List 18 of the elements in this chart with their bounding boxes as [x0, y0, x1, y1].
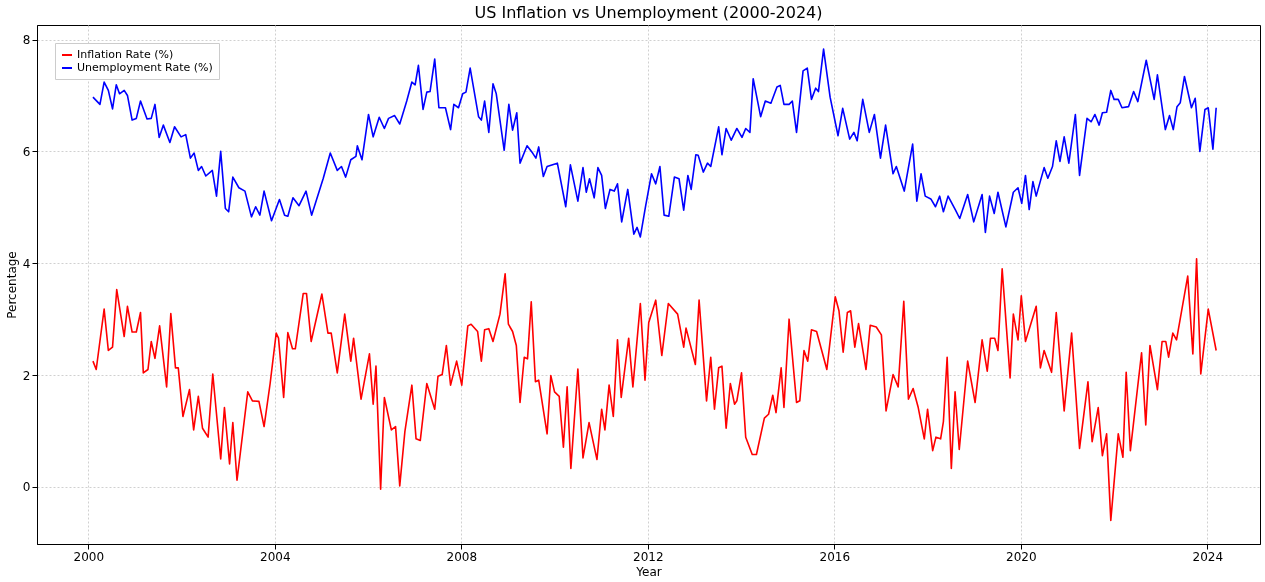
- y-tick-label: 6: [22, 144, 31, 159]
- x-tick-label: 2004: [260, 549, 291, 564]
- y-tick-label: 0: [22, 480, 31, 495]
- x-tick-label: 2020: [1006, 549, 1037, 564]
- line-series: [92, 257, 1217, 522]
- x-tick-label: 2000: [73, 549, 105, 564]
- x-axis-title: Year: [635, 564, 662, 579]
- y-axis-title: Percentage: [4, 251, 19, 319]
- y-tick-label: 8: [22, 33, 31, 48]
- x-tick-label: 2024: [1192, 549, 1224, 564]
- y-tick-label: 2: [22, 368, 31, 383]
- x-tick-label: 2016: [819, 549, 851, 564]
- y-tick-label: 4: [22, 256, 31, 271]
- legend-label: Unemployment Rate (%): [77, 61, 213, 74]
- x-tick-label: 2008: [446, 549, 478, 564]
- chart-title: US Inflation vs Unemployment (2000-2024): [474, 3, 823, 22]
- legend-label: Inflation Rate (%): [77, 48, 174, 61]
- x-tick-label: 2012: [633, 549, 664, 564]
